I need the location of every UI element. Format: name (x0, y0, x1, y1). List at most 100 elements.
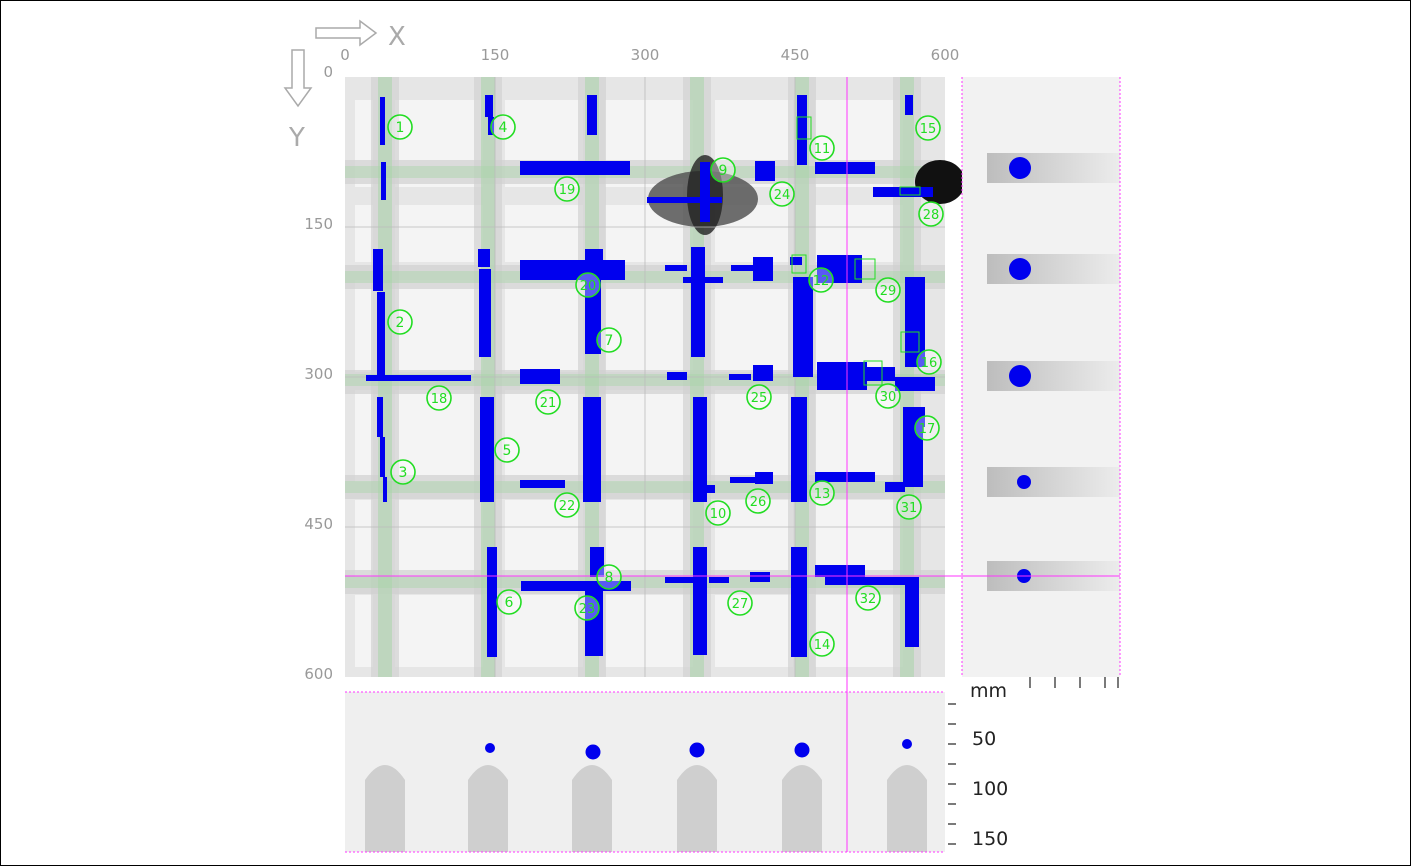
rebar-marker[interactable]: 2 (387, 309, 413, 335)
rebar-marker[interactable]: 14 (809, 631, 835, 657)
rebar-marker[interactable]: 9 (710, 157, 736, 183)
rebar-marker-label: 24 (774, 188, 791, 203)
scan-cell (715, 595, 793, 667)
rebar-segment (383, 477, 387, 502)
rebar-segment (647, 197, 722, 203)
rebar-marker[interactable]: 15 (915, 115, 941, 141)
bottom-rebar-dot (585, 744, 601, 760)
rebar-marker-label: 5 (503, 443, 512, 459)
rebar-marker-label: 32 (860, 592, 877, 607)
rebar-marker[interactable]: 13 (809, 480, 835, 506)
rebar-marker-circle (916, 349, 942, 375)
rebar-marker-label: 9 (719, 163, 728, 179)
rebar-segment (905, 277, 925, 367)
bottom-rebar-dot (485, 743, 495, 753)
rebar-marker-circle (494, 437, 520, 463)
rebar-marker-circle (808, 267, 834, 293)
rebar-marker[interactable]: 30 (875, 383, 901, 409)
rebar-marker-label: 1 (396, 120, 405, 136)
rebar-marker[interactable]: 1 (387, 114, 413, 140)
rebar-marker[interactable]: 21 (535, 389, 561, 415)
x-axis-label: X (388, 22, 406, 52)
rebar-marker[interactable]: 5 (494, 437, 520, 463)
rebar-marker[interactable]: 3 (390, 459, 416, 485)
scan-cell (605, 500, 693, 577)
rebar-marker[interactable]: 11 (809, 135, 835, 161)
rebar-marker[interactable]: 24 (769, 181, 795, 207)
rebar-segment (753, 365, 773, 381)
rebar-marker-label: 17 (919, 422, 936, 437)
rebar-segment (520, 260, 625, 280)
y-tick-label: 450 (304, 515, 333, 533)
scan-cell (605, 280, 693, 372)
rebar-segment (825, 577, 905, 585)
rebar-marker[interactable]: 22 (554, 492, 580, 518)
rebar-segment (791, 547, 807, 657)
rebar-marker-label: 25 (751, 391, 768, 406)
side-band (987, 153, 1120, 183)
rebar-marker-circle (705, 500, 731, 526)
detection-box (899, 186, 921, 196)
rebar-marker[interactable]: 28 (918, 201, 944, 227)
rebar-marker[interactable]: 23 (574, 595, 600, 621)
scan-cell (815, 390, 903, 482)
bottom-band (572, 765, 612, 852)
rebar-marker-circle (390, 459, 416, 485)
rebar-marker-label: 16 (921, 356, 938, 371)
rebar-marker-label: 26 (750, 495, 767, 510)
rebar-marker[interactable]: 20 (575, 272, 601, 298)
rebar-marker[interactable]: 25 (746, 384, 772, 410)
scan-cell (355, 500, 373, 577)
rebar-marker[interactable]: 10 (705, 500, 731, 526)
rebar-marker[interactable]: 7 (596, 327, 622, 353)
rebar-marker[interactable]: 27 (727, 590, 753, 616)
detection-box (796, 116, 812, 140)
side-band (987, 467, 1120, 497)
rebar-marker-label: 8 (605, 570, 614, 586)
scan-cell (505, 280, 583, 372)
rebar-segment (373, 249, 383, 291)
side-section-view (961, 77, 1121, 688)
rebar-segment (709, 577, 729, 583)
scan-cell (715, 390, 793, 482)
rebar-segment (691, 247, 705, 357)
rebar-segment (790, 257, 802, 265)
bottom-background (345, 692, 945, 852)
rebar-marker-circle (596, 327, 622, 353)
rebar-marker[interactable]: 26 (745, 488, 771, 514)
depth-tick-label: 150 (972, 828, 1008, 850)
rebar-marker-label: 22 (559, 499, 576, 514)
side-rebar-dot (1009, 157, 1031, 179)
scan-cell (395, 205, 483, 262)
rebar-marker[interactable]: 32 (855, 585, 881, 611)
rebar-segment (366, 375, 471, 381)
rebar-marker[interactable]: 6 (496, 589, 522, 615)
rebar-marker[interactable]: 19 (554, 176, 580, 202)
rebar-segment (665, 577, 695, 583)
rebar-marker[interactable]: 18 (426, 385, 452, 411)
rebar-marker[interactable]: 17 (914, 415, 940, 441)
rebar-marker[interactable]: 4 (490, 114, 516, 140)
rebar-marker-label: 10 (710, 507, 727, 522)
rebar-segment (683, 277, 723, 283)
rebar-segment (873, 187, 933, 197)
rebar-marker[interactable]: 8 (596, 564, 622, 590)
rebar-marker-circle (855, 585, 881, 611)
rebar-marker-circle (554, 176, 580, 202)
y-axis-ticks: 0 150 300 450 600 (304, 63, 333, 683)
rebar-segment (750, 572, 770, 582)
rebar-marker-label: 7 (605, 333, 614, 349)
rebar-segment (485, 95, 493, 117)
rebar-marker-circle (896, 494, 922, 520)
rebar-marker-label: 23 (579, 602, 596, 617)
rebar-segment (693, 485, 715, 493)
rebar-marker[interactable]: 12 (808, 267, 834, 293)
scan-cell (815, 500, 903, 577)
rebar-marker[interactable]: 16 (916, 349, 942, 375)
cursor-crosshair (345, 77, 1120, 852)
depth-scale: mm 50 100 150 (970, 680, 1008, 850)
rebar-segment (755, 161, 775, 181)
rebar-marker-circle (490, 114, 516, 140)
rebar-marker[interactable]: 31 (896, 494, 922, 520)
rebar-marker[interactable]: 29 (875, 277, 901, 303)
